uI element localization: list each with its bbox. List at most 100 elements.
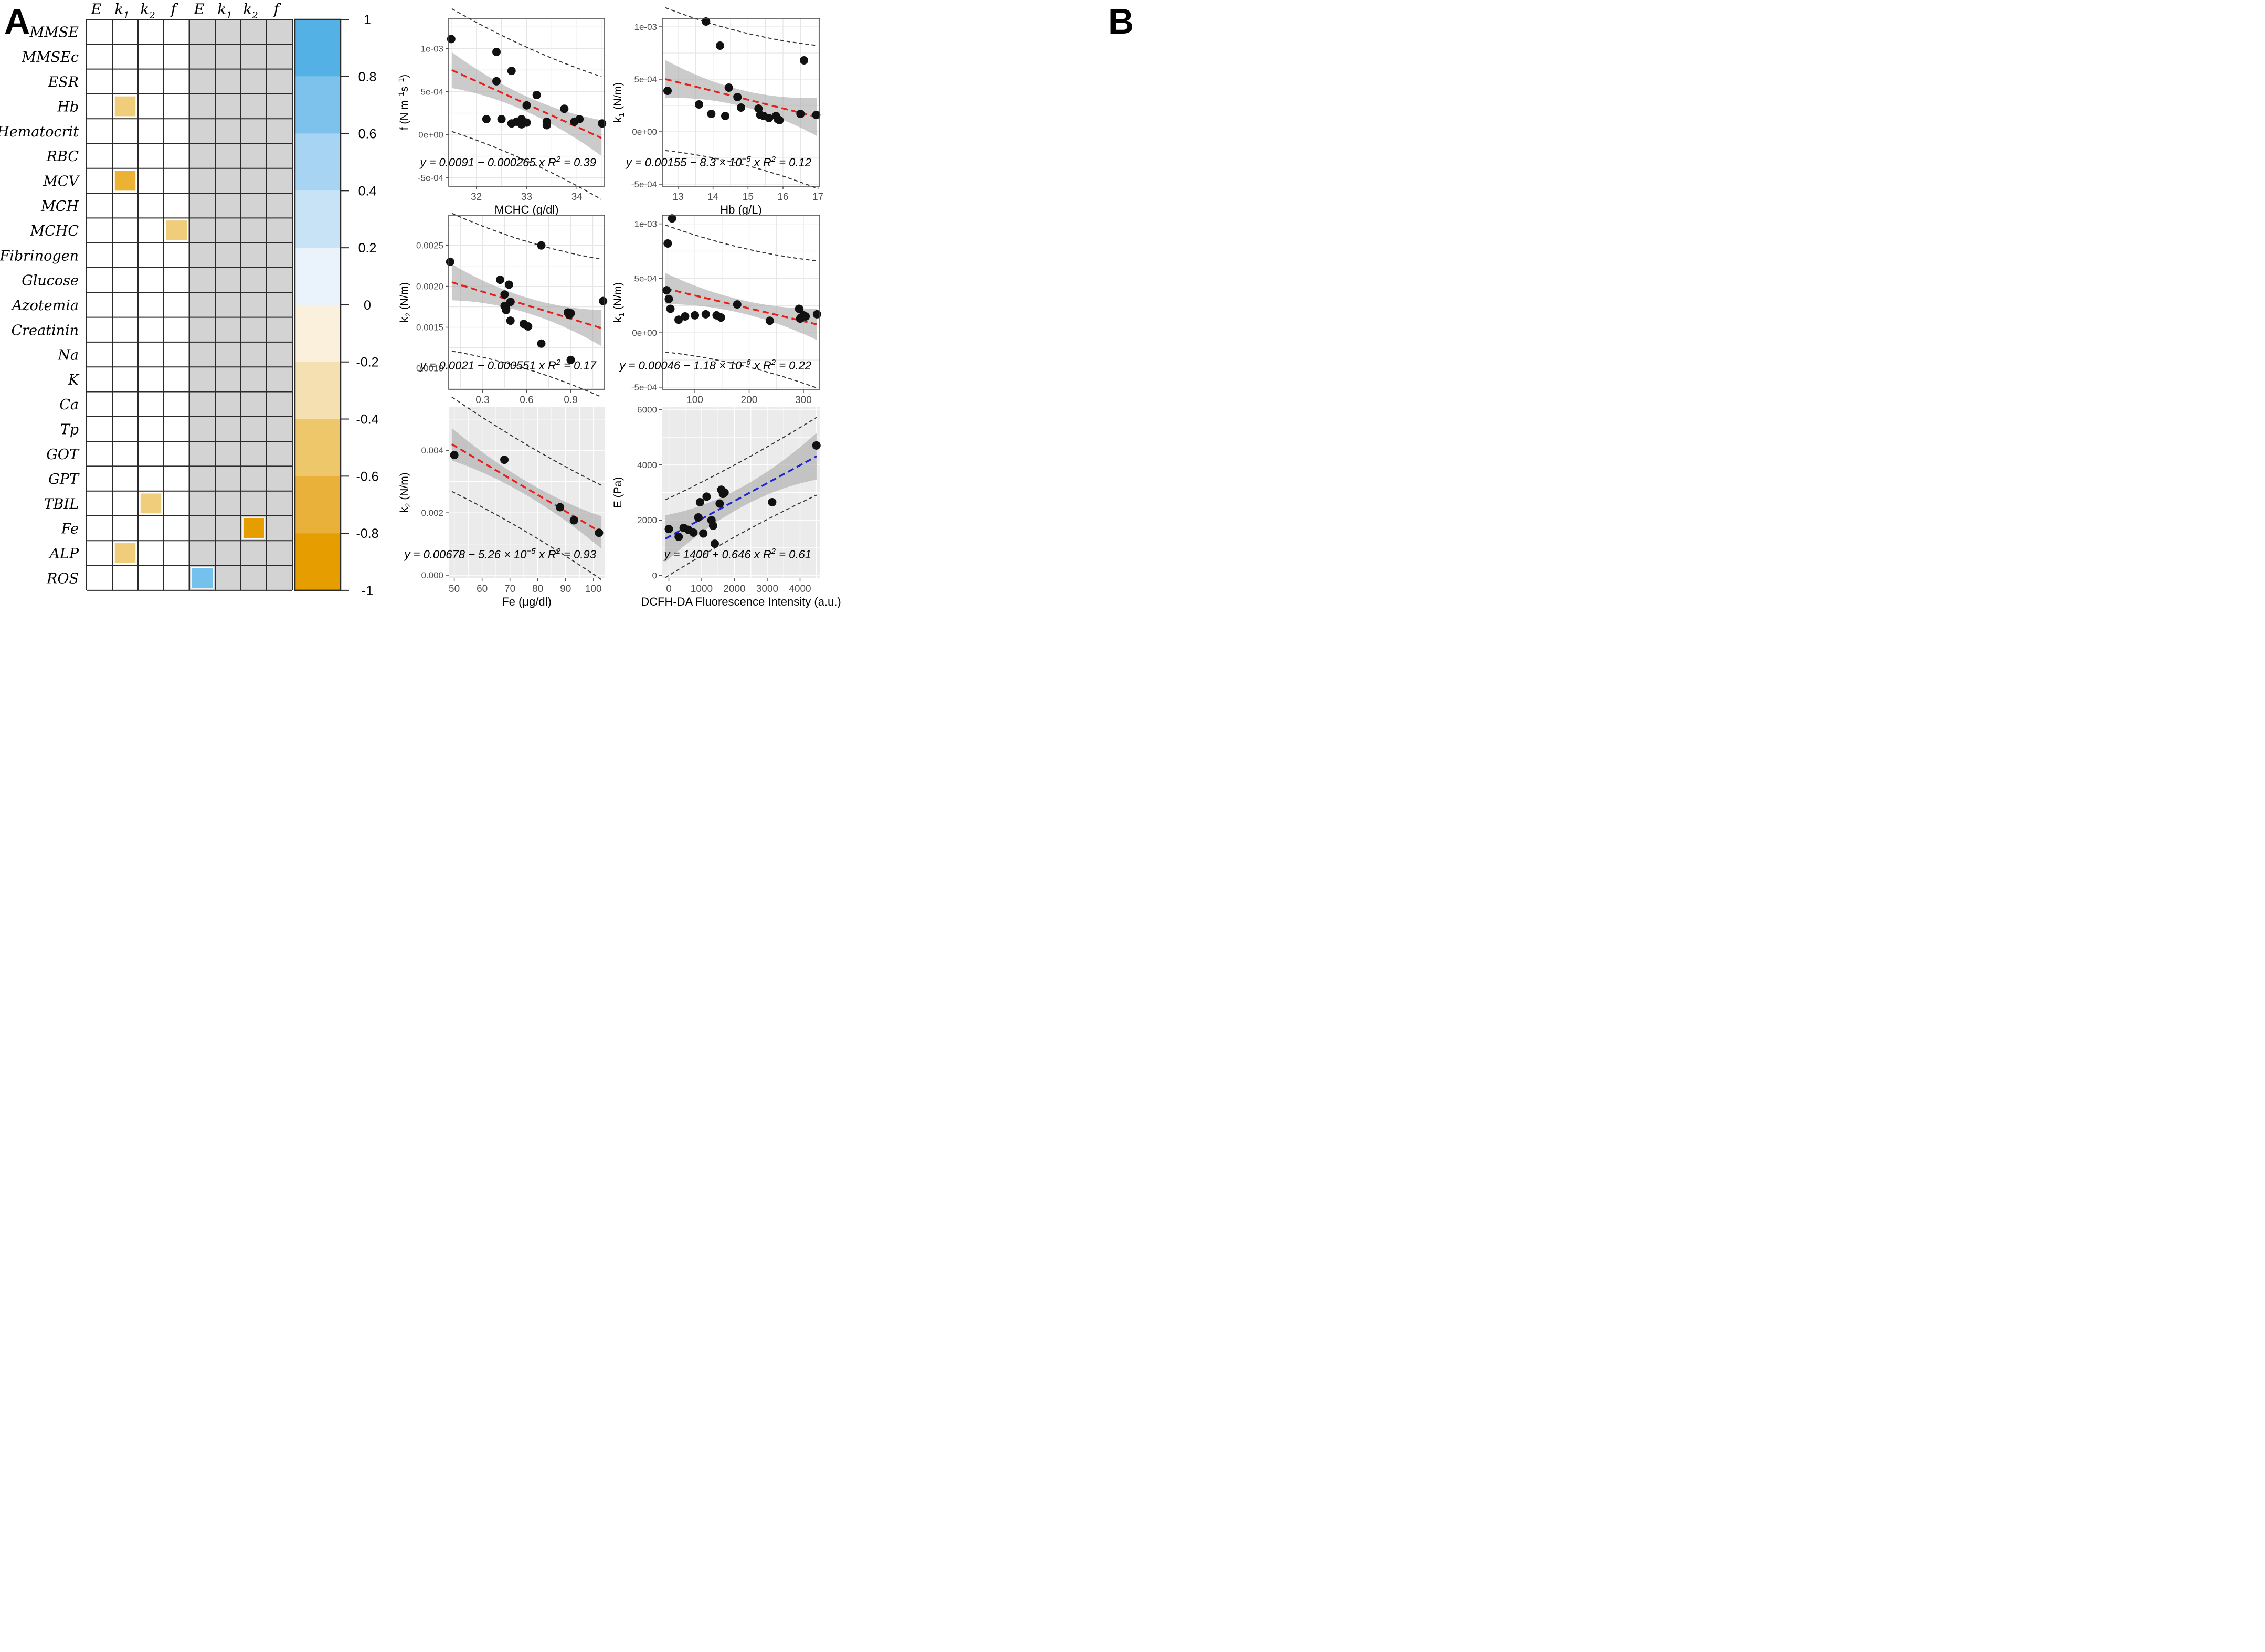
confidence-band [451,264,602,346]
data-point [532,91,541,100]
row-label-tp: Tp [60,421,79,438]
row-label-ros: ROS [46,570,79,587]
x-tick-label: 3000 [756,584,778,595]
confidence-band [665,273,817,340]
heatmap-cell-tbil-2 [140,492,162,514]
regression-line [665,455,817,539]
regression-equation: y = 0.00046 − 1.18 × 10−6 x R2 = 0.22 [619,358,812,372]
data-point [666,304,675,313]
data-point [812,111,821,119]
prediction-upper-line [451,396,602,486]
data-point [775,116,784,124]
y-tick-label: 0.000 [421,570,443,580]
data-point [507,67,516,76]
regression-equation: y = 1400 + 0.646 x R2 = 0.61 [663,547,812,561]
heatmap-cell-mchc-3 [165,219,188,241]
data-point [699,529,708,538]
data-point [715,499,724,508]
column-label-4: E [193,1,204,18]
data-point [733,300,742,309]
data-point [598,119,607,128]
row-label-na: Na [57,347,79,364]
row-label-mch: MCH [40,198,79,215]
row-label-got: GOT [46,447,80,463]
row-label-rbc: RBC [46,149,79,165]
colorbar-tick-label-3: 0.4 [358,184,377,198]
y-axis-title: f (N m−1s−1) [397,75,410,131]
colorbar-segment-3 [295,190,341,248]
colorbar-segment-4 [295,248,341,305]
heatmap-cell-fe-6 [242,517,265,539]
data-point [502,305,511,314]
colorbar-tick-label-4: 0.2 [358,241,377,256]
data-point [702,492,711,501]
x-tick-label: 13 [672,192,683,203]
x-tick-label: 34 [571,192,583,203]
data-point [663,87,672,95]
row-label-esr: ESR [47,74,79,90]
data-point [674,532,683,541]
data-point [800,56,808,65]
data-point [681,312,690,321]
data-point [701,310,710,319]
data-point [765,114,774,122]
data-point [569,516,578,525]
prediction-lower-line [665,351,817,388]
x-tick-label: 2000 [723,584,745,595]
y-tick-label: 1e-03 [634,219,657,229]
data-point [537,241,546,250]
colorbar-segment-9 [295,533,341,590]
x-tick-label: 17 [812,192,823,203]
regression-equation: y = 0.0091 − 0.000265 x R2 = 0.39 [419,155,596,169]
data-point [500,290,509,299]
x-tick-label: 100 [585,584,602,595]
data-point [504,280,513,289]
data-point [691,311,700,320]
data-point [662,286,671,295]
y-tick-label: 0.004 [421,446,443,456]
data-point [716,313,725,322]
data-point [500,456,509,464]
data-point [506,316,515,325]
data-point [711,539,719,548]
data-point [812,441,821,450]
heatmap-cell-alp-1 [114,542,136,564]
colorbar-tick-label-8: -0.6 [356,469,378,484]
colorbar-segment-6 [295,362,341,419]
data-point [812,310,821,319]
row-label-fibrinogen: Fibrinogen [0,248,79,264]
column-label-2: k2 [140,1,155,21]
data-point [664,294,673,303]
data-point [575,115,584,123]
data-point [566,309,575,318]
row-label-ca: Ca [59,397,79,413]
data-point [542,117,551,126]
data-point [721,112,729,120]
prediction-lower-line [451,131,602,200]
x-tick-label: 60 [477,584,488,595]
plot-frame [662,215,820,390]
scatter-plot-b5: 50 60 70 80 90 100 0.000 0.002 0.004 Fe (μg/dl) k2… [398,396,605,608]
x-axis-title: Hb (g/L) [720,203,761,216]
row-label-mcv: MCV [43,173,80,189]
row-label-creatinin: Creatinin [11,322,79,338]
heatmap-cell-hb-1 [114,96,136,117]
data-point [737,103,745,112]
data-point [768,497,777,506]
data-point [595,528,604,537]
prediction-lower-line [665,150,817,189]
prediction-upper-line [451,8,602,77]
data-point [522,118,531,127]
y-tick-label: 0e+00 [632,328,657,338]
y-axis-title: k2 (N/m) [398,472,412,513]
data-point [702,17,711,26]
y-tick-label: -5e-04 [631,383,657,393]
y-tick-label: 0e+00 [418,130,443,140]
y-tick-label: 0.002 [421,508,443,518]
y-tick-label: 4000 [637,460,657,470]
y-tick-label: 0e+00 [632,127,657,137]
x-tick-label: 90 [560,584,571,595]
data-point [482,115,491,123]
x-tick-label: 0.3 [475,395,489,406]
